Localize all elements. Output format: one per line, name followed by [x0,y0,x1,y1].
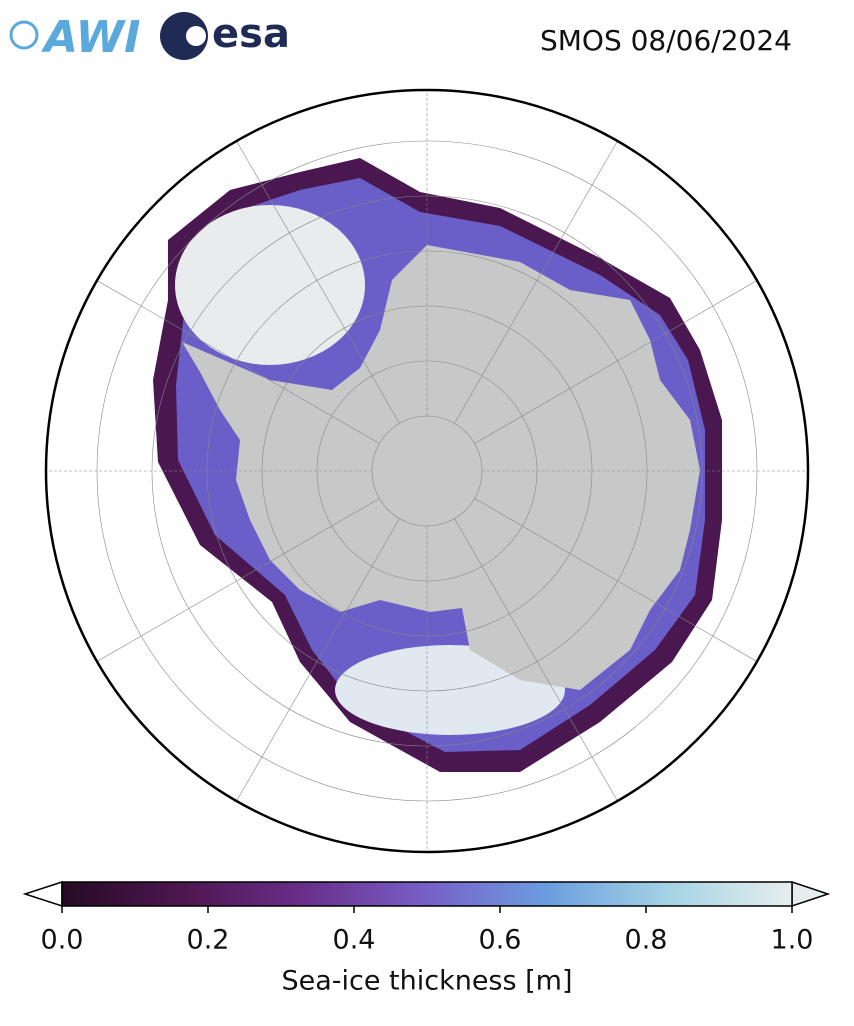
thick-ice [175,205,365,365]
meridian [231,518,400,809]
esa-text: esa [212,11,290,57]
cbar-tick-label: 0.6 [479,925,522,956]
meridian [89,498,380,667]
graticule [46,90,808,852]
cbar-tick-label: 0.0 [41,925,84,956]
meridian [474,275,765,444]
map [46,90,808,852]
antarctica [182,245,700,690]
esa-logo: esa [160,11,290,60]
meridian [454,133,623,424]
awi-logo: AWI [9,12,141,63]
cbar-body [61,881,793,907]
meridian [474,498,765,667]
map-border [44,88,810,854]
colorbar: 0.0 0.2 0.4 0.6 0.8 1.0 [22,880,831,956]
cbar-tick-label: 0.4 [333,925,376,956]
meridian [231,133,400,424]
map-title: SMOS 08/06/2024 [540,24,792,57]
cbar-extend-high [791,880,831,908]
cbar-label: Sea-ice thickness [m] [281,966,572,997]
cbar-extend-low [22,880,63,908]
meridian [454,518,623,809]
cbar-tick-label: 0.2 [187,925,230,956]
awi-text: AWI [41,12,141,63]
cbar-tick-label: 0.8 [625,925,668,956]
meridian [89,275,380,444]
cbar-tick-label: 1.0 [771,925,814,956]
